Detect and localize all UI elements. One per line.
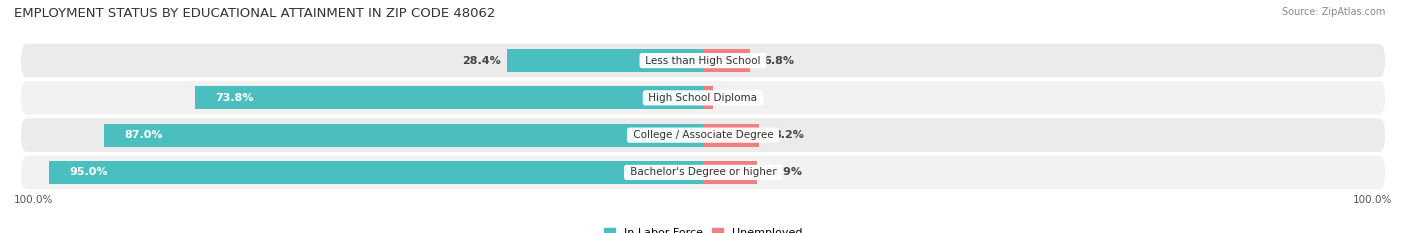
Text: Less than High School: Less than High School bbox=[643, 56, 763, 65]
Text: 7.9%: 7.9% bbox=[772, 168, 803, 177]
Text: 1.4%: 1.4% bbox=[727, 93, 758, 103]
Text: Source: ZipAtlas.com: Source: ZipAtlas.com bbox=[1281, 7, 1385, 17]
Text: 87.0%: 87.0% bbox=[124, 130, 163, 140]
Bar bbox=[104, 123, 703, 147]
FancyBboxPatch shape bbox=[21, 118, 1385, 152]
Bar bbox=[703, 86, 713, 110]
Text: 6.8%: 6.8% bbox=[763, 56, 794, 65]
Bar bbox=[48, 161, 703, 184]
FancyBboxPatch shape bbox=[21, 81, 1385, 115]
Bar bbox=[703, 49, 749, 72]
Text: 73.8%: 73.8% bbox=[215, 93, 253, 103]
Text: 95.0%: 95.0% bbox=[69, 168, 108, 177]
Text: EMPLOYMENT STATUS BY EDUCATIONAL ATTAINMENT IN ZIP CODE 48062: EMPLOYMENT STATUS BY EDUCATIONAL ATTAINM… bbox=[14, 7, 495, 20]
Text: Bachelor's Degree or higher: Bachelor's Degree or higher bbox=[627, 168, 779, 177]
Text: 8.2%: 8.2% bbox=[773, 130, 804, 140]
Legend: In Labor Force, Unemployed: In Labor Force, Unemployed bbox=[599, 223, 807, 233]
Text: 100.0%: 100.0% bbox=[14, 195, 53, 205]
FancyBboxPatch shape bbox=[21, 156, 1385, 189]
Bar bbox=[194, 86, 703, 110]
Bar bbox=[703, 161, 758, 184]
Text: 100.0%: 100.0% bbox=[1353, 195, 1392, 205]
FancyBboxPatch shape bbox=[21, 44, 1385, 77]
Text: 28.4%: 28.4% bbox=[461, 56, 501, 65]
Bar bbox=[508, 49, 703, 72]
Text: High School Diploma: High School Diploma bbox=[645, 93, 761, 103]
Bar bbox=[703, 123, 759, 147]
Text: College / Associate Degree: College / Associate Degree bbox=[630, 130, 776, 140]
